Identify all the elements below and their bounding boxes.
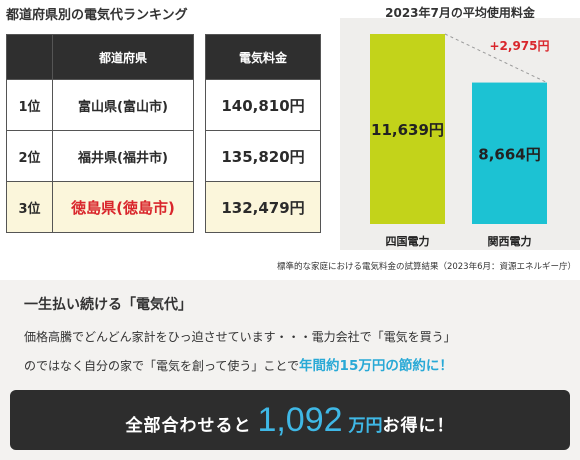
price-header: 電気料金	[205, 34, 321, 80]
chart-title: 2023年7月の平均使用料金	[385, 6, 535, 20]
savings-highlight: 年間約15万円の節約に！	[299, 358, 453, 374]
banner-amount: 1,092	[257, 401, 343, 439]
table-row: 135,820円	[205, 130, 321, 182]
prefecture-header: 都道府県	[52, 34, 194, 80]
table-row: 3位 徳島県(徳島市)	[6, 181, 194, 233]
price-cell: 140,810円	[205, 79, 321, 131]
table-row: 1位 富山県(富山市)	[6, 79, 194, 131]
bar-value-label: 8,664円	[478, 145, 540, 163]
price-table: 電気料金 140,810円 135,820円 132,479円	[205, 34, 321, 233]
prefecture-cell: 福井県(福井市)	[52, 130, 194, 182]
difference-connector	[444, 33, 548, 84]
bar-value-label: 11,639円	[371, 121, 444, 139]
table-row: 132,479円	[205, 181, 321, 233]
rank-cell: 2位	[6, 130, 53, 182]
price-cell: 132,479円	[205, 181, 321, 233]
prefecture-cell: 徳島県(徳島市)	[52, 181, 194, 233]
difference-label: +2,975円	[489, 39, 549, 53]
banner-suffix: お得に！	[382, 416, 455, 436]
banner-prefix: 全部合わせると	[125, 416, 252, 436]
ranking-table: 都道府県 1位 富山県(富山市) 2位 福井県(福井市) 3位 徳島県(徳島市)	[6, 34, 194, 233]
price-cell: 135,820円	[205, 130, 321, 182]
prefecture-cell: 富山県(富山市)	[52, 79, 194, 131]
banner-unit: 万円	[348, 416, 383, 436]
category-label: 四国電力	[386, 234, 430, 248]
rank-header	[6, 34, 53, 80]
category-label: 関西電力	[488, 234, 532, 248]
rank-cell: 3位	[6, 181, 53, 233]
table-row: 2位 福井県(福井市)	[6, 130, 194, 182]
body-text-prefix: のではなく自分の家で「電気を創って使う」ことで	[24, 359, 300, 373]
bar-2	[472, 82, 547, 224]
rank-cell: 1位	[6, 79, 53, 131]
ranking-title: 都道府県別の電気代ランキング	[6, 8, 188, 23]
table-row: 140,810円	[205, 79, 321, 131]
source-note: 標準的な家庭における電気料金の試算結果（2023年6月：資源エネルギー庁）	[276, 262, 576, 272]
lead-title: 一生払い続ける「電気代」	[24, 297, 192, 313]
body-text-line-2: のではなく自分の家で「電気を創って使う」ことで年間約15万円の節約に！	[24, 354, 453, 374]
bar-1	[370, 34, 445, 224]
body-text-line-1: 価格高騰でどんどん家計をひっ迫させています・・・電力会社で「電気を買う」	[24, 330, 456, 344]
total-savings-banner: 全部合わせると 1,092 万円 お得に！	[10, 390, 570, 450]
bottom-panel: 一生払い続ける「電気代」 価格高騰でどんどん家計をひっ迫させています・・・電力会…	[0, 280, 580, 460]
